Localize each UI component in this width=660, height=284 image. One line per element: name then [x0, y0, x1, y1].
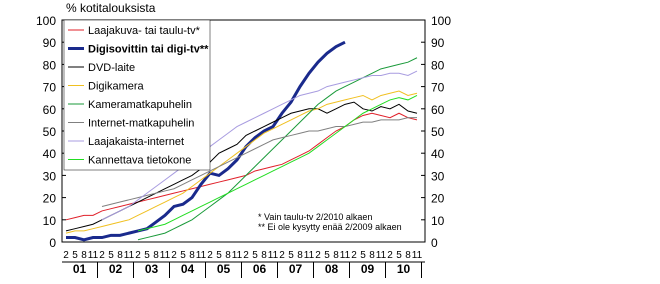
series-line — [65, 112, 418, 221]
year-label: 05 — [217, 262, 231, 276]
year-label: 02 — [109, 262, 123, 276]
y2-tick-label: 10 — [431, 214, 445, 228]
x-tick-label: 2 — [63, 250, 69, 261]
x-tick-label: 8 — [225, 250, 231, 261]
y2-tick-label: 90 — [431, 36, 445, 50]
x-tick-label: 2 — [315, 250, 321, 261]
x-tick-label: 2 — [351, 250, 357, 261]
x-tick-label: 2 — [387, 250, 393, 261]
x-tick-label: 11 — [340, 250, 351, 261]
x-tick-label: 5 — [180, 250, 186, 261]
annotation: ** Ei ole kysytty enää 2/2009 alkaen — [258, 222, 402, 232]
y-tick-label: 50 — [43, 125, 57, 139]
series-line — [65, 90, 418, 234]
x-tick-label: 2 — [135, 250, 141, 261]
x-tick-label: 8 — [189, 250, 195, 261]
series-line — [101, 117, 417, 207]
legend-label: Laajakuva- tai taulu-tv* — [88, 25, 201, 37]
legend-label: Digisovittin tai digi-tv** — [88, 44, 209, 56]
y2-tick-label: 50 — [431, 125, 445, 139]
series-line — [66, 40, 346, 242]
x-tick-label: 8 — [297, 250, 303, 261]
x-tick-label: 5 — [72, 250, 78, 261]
x-tick-label: 2 — [171, 250, 177, 261]
y-tick-label: 100 — [36, 14, 56, 28]
y2-tick-label: 20 — [431, 192, 445, 206]
year-label: 09 — [361, 262, 375, 276]
x-tick-label: 11 — [232, 250, 243, 261]
x-tick-label: 8 — [117, 250, 123, 261]
annotation: * Vain taulu-tv 2/2010 alkaen — [258, 212, 372, 222]
x-tick-label: 2 — [99, 250, 105, 261]
year-label: 01 — [73, 262, 87, 276]
year-label: 07 — [289, 262, 303, 276]
x-tick-label: 5 — [324, 250, 330, 261]
x-tick-label: 11 — [412, 250, 423, 261]
legend-label: Internet-matkapuhelin — [88, 118, 194, 130]
x-tick-label: 11 — [88, 250, 99, 261]
x-tick-label: 5 — [396, 250, 402, 261]
legend-box — [63, 19, 211, 171]
x-tick-label: 11 — [160, 250, 171, 261]
y-tick-label: 60 — [43, 103, 57, 117]
y-tick-label: 20 — [43, 192, 57, 206]
x-tick-label: 5 — [288, 250, 294, 261]
series-line — [101, 70, 418, 221]
chart-title: % kotitalouksista — [66, 1, 156, 15]
year-label: 04 — [181, 262, 195, 276]
y2-tick-label: 80 — [431, 58, 445, 72]
x-tick-label: 8 — [153, 250, 159, 261]
x-tick-label: 11 — [268, 250, 279, 261]
legend-label: Digikamera — [88, 81, 145, 93]
y2-tick-label: 0 — [431, 236, 438, 250]
x-tick-label: 2 — [207, 250, 213, 261]
x-tick-label: 5 — [360, 250, 366, 261]
x-tick-label: 2 — [243, 250, 249, 261]
x-tick-label: 11 — [376, 250, 387, 261]
year-label: 08 — [325, 262, 339, 276]
y-tick-label: 80 — [43, 58, 57, 72]
x-tick-label: 5 — [144, 250, 150, 261]
x-tick-label: 8 — [81, 250, 87, 261]
x-tick-label: 2 — [279, 250, 285, 261]
x-tick-label: 5 — [108, 250, 114, 261]
x-tick-label: 8 — [261, 250, 267, 261]
y2-tick-label: 70 — [431, 81, 445, 95]
y-tick-label: 30 — [43, 169, 57, 183]
x-tick-label: 11 — [124, 250, 135, 261]
y-tick-label: 70 — [43, 81, 57, 95]
series-line — [137, 95, 418, 232]
x-tick-label: 11 — [304, 250, 315, 261]
legend-label: DVD-laite — [88, 62, 135, 74]
y-tick-label: 10 — [43, 214, 57, 228]
year-label: 06 — [253, 262, 267, 276]
series-line — [137, 57, 418, 241]
legend-label: Kameramatkapuhelin — [88, 99, 192, 111]
x-tick-label: 5 — [252, 250, 258, 261]
x-tick-label: 5 — [216, 250, 222, 261]
x-tick-label: 11 — [196, 250, 207, 261]
x-tick-label: 8 — [333, 250, 339, 261]
y-tick-label: 0 — [49, 236, 56, 250]
year-label: 03 — [145, 262, 159, 276]
y-tick-label: 40 — [43, 147, 57, 161]
year-label: 10 — [397, 262, 411, 276]
y2-tick-label: 60 — [431, 103, 445, 117]
x-tick-label: 8 — [405, 250, 411, 261]
y2-tick-label: 100 — [431, 14, 451, 28]
legend-label: Kannettava tietokone — [88, 155, 191, 167]
legend-label: Laajakaista-internet — [88, 136, 184, 148]
x-tick-label: 8 — [369, 250, 375, 261]
y-tick-label: 90 — [43, 36, 57, 50]
y2-tick-label: 30 — [431, 169, 445, 183]
y2-tick-label: 40 — [431, 147, 445, 161]
